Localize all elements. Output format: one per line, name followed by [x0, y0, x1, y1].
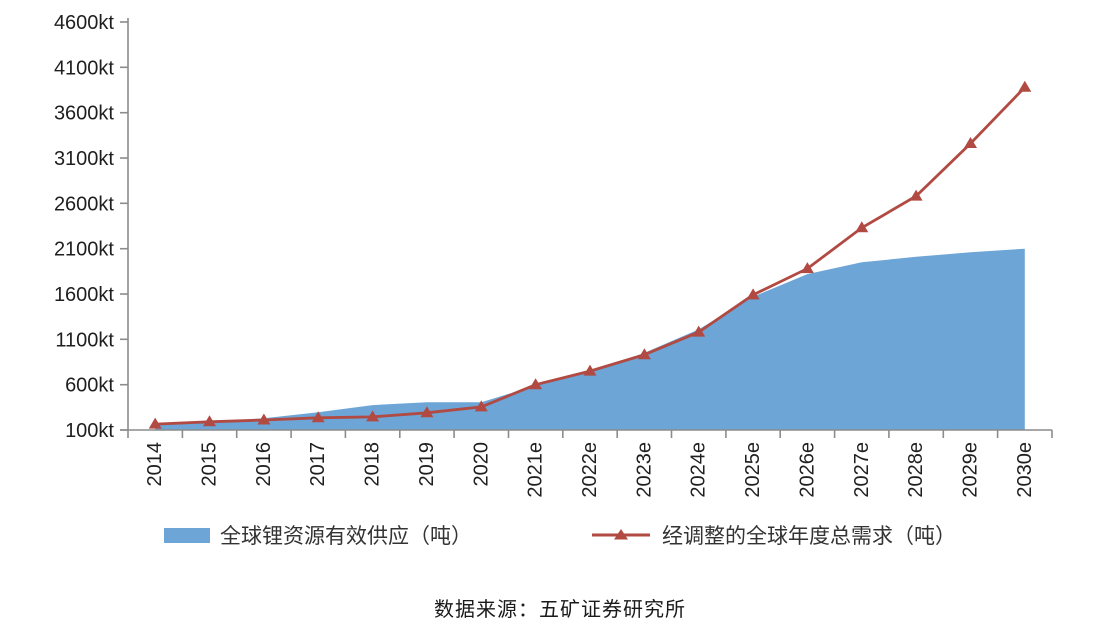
data-source-caption: 数据来源：五矿证券研究所 [434, 599, 686, 621]
y-axis-labels: 100kt 600kt 1100kt 1600kt 2100kt 2600kt 3100kt… [54, 12, 114, 442]
legend-item-demand: 经调整的全球年度总需求（吨） [590, 520, 956, 550]
svg-text:1100kt: 1100kt [55, 329, 114, 351]
demand-markers [148, 80, 1032, 429]
svg-text:2015: 2015 [199, 442, 221, 487]
svg-text:2023e: 2023e [633, 442, 655, 498]
legend-item-supply: 全球锂资源有效供应（吨） [164, 520, 472, 550]
svg-text:2025e: 2025e [742, 442, 764, 498]
svg-text:2018: 2018 [362, 442, 384, 487]
svg-text:3100kt: 3100kt [54, 148, 114, 170]
svg-text:2027e: 2027e [851, 442, 873, 498]
svg-text:2030e: 2030e [1014, 442, 1036, 498]
svg-text:2100kt: 2100kt [54, 239, 114, 261]
svg-text:1600kt: 1600kt [54, 284, 114, 306]
svg-text:4600kt: 4600kt [54, 12, 114, 34]
svg-text:2029e: 2029e [960, 442, 982, 498]
svg-text:4100kt: 4100kt [54, 57, 114, 79]
svg-text:2019: 2019 [416, 442, 438, 487]
svg-text:2026e: 2026e [796, 442, 818, 498]
axes [120, 18, 1053, 438]
chart-legend: 全球锂资源有效供应（吨） 经调整的全球年度总需求（吨） [0, 520, 1120, 550]
svg-text:2021e: 2021e [525, 442, 547, 498]
svg-text:2020: 2020 [470, 442, 492, 487]
legend-label-supply: 全球锂资源有效供应（吨） [220, 525, 472, 548]
chart-canvas: 100kt 600kt 1100kt 1600kt 2100kt 2600kt 3100kt… [54, 12, 1053, 498]
svg-text:2024e: 2024e [688, 442, 710, 498]
svg-text:2014: 2014 [144, 442, 166, 487]
x-axis-labels: 2014 2015 2016 2017 2018 2019 2020 2021e 2022e 20… [144, 442, 1036, 498]
supply-area-series [155, 248, 1025, 430]
demand-line-marker-icon [592, 529, 650, 540]
supply-area-swatch-icon [164, 527, 210, 543]
svg-text:2017: 2017 [307, 442, 329, 487]
svg-text:2016: 2016 [253, 442, 275, 487]
legend-label-demand: 经调整的全球年度总需求（吨） [662, 525, 956, 548]
svg-text:2022e: 2022e [579, 442, 601, 498]
svg-text:3600kt: 3600kt [54, 103, 114, 125]
svg-text:100kt: 100kt [65, 420, 114, 442]
svg-text:600kt: 600kt [65, 375, 114, 397]
svg-text:2600kt: 2600kt [54, 193, 114, 215]
svg-text:2028e: 2028e [905, 442, 927, 498]
